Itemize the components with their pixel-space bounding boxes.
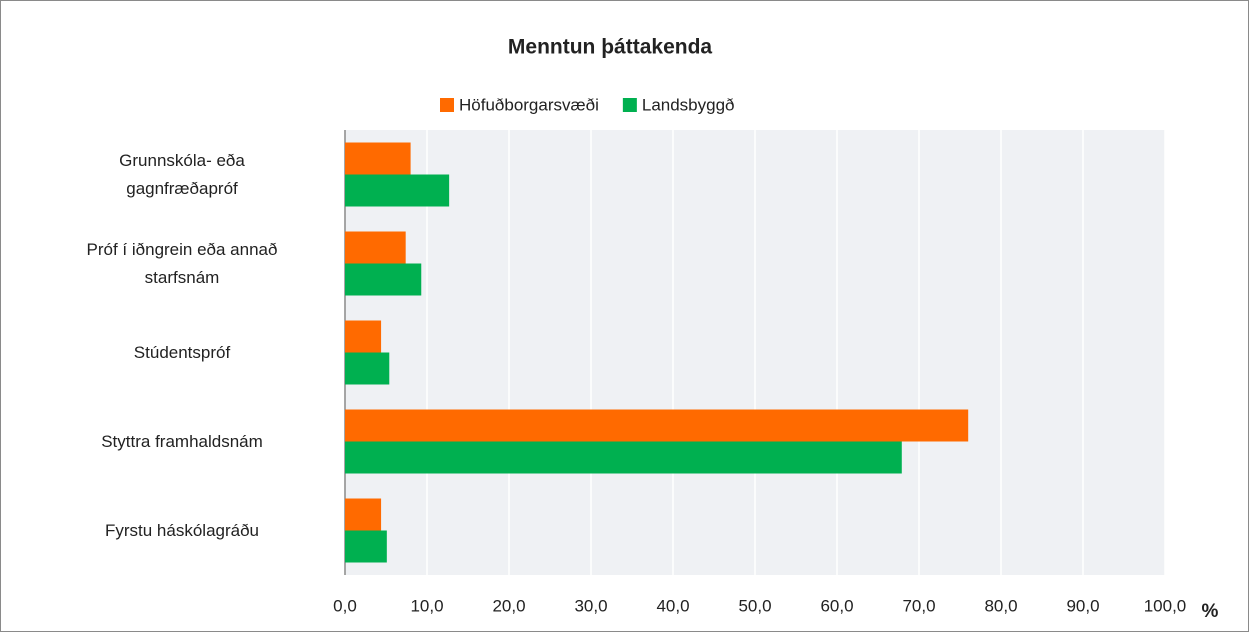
legend-label: Landsbyggð bbox=[642, 95, 735, 114]
chart-title: Menntun þáttakenda bbox=[508, 36, 712, 59]
x-tick-label: 0,0 bbox=[333, 596, 357, 615]
y-tick-label: Styttra framhaldsnám bbox=[101, 431, 263, 451]
y-tick-label: Fyrstu háskólagráðu bbox=[104, 520, 260, 540]
bar bbox=[345, 409, 969, 442]
legend-label: Höfuðborgarsvæði bbox=[459, 95, 599, 114]
bar bbox=[345, 498, 382, 531]
x-axis-label: % bbox=[1202, 601, 1219, 622]
bar bbox=[345, 530, 387, 563]
bar bbox=[345, 320, 382, 353]
x-tick-label: 90,0 bbox=[1066, 596, 1099, 615]
legend-swatch bbox=[440, 98, 454, 112]
x-tick-label: 80,0 bbox=[984, 596, 1017, 615]
legend-swatch bbox=[622, 98, 637, 112]
x-tick-label: 10,0 bbox=[410, 596, 443, 615]
bar bbox=[345, 174, 450, 207]
bar bbox=[345, 142, 411, 175]
y-tick-label: Próf í iðngrein eða annað starfsnám bbox=[86, 239, 278, 287]
bar bbox=[345, 231, 406, 264]
bar bbox=[345, 263, 422, 296]
x-tick-label: 20,0 bbox=[492, 596, 525, 615]
y-tick-label: Grunnskóla- eða gagnfræðapróf bbox=[119, 150, 245, 198]
x-tick-label: 60,0 bbox=[820, 596, 853, 615]
bar bbox=[345, 441, 902, 474]
x-tick-label: 40,0 bbox=[656, 596, 689, 615]
y-tick-label: Stúdentspróf bbox=[133, 342, 231, 362]
bar bbox=[345, 352, 390, 385]
x-tick-label: 100,0 bbox=[1144, 596, 1187, 615]
x-tick-label: 30,0 bbox=[574, 596, 607, 615]
x-tick-label: 50,0 bbox=[738, 596, 771, 615]
x-tick-label: 70,0 bbox=[902, 596, 935, 615]
